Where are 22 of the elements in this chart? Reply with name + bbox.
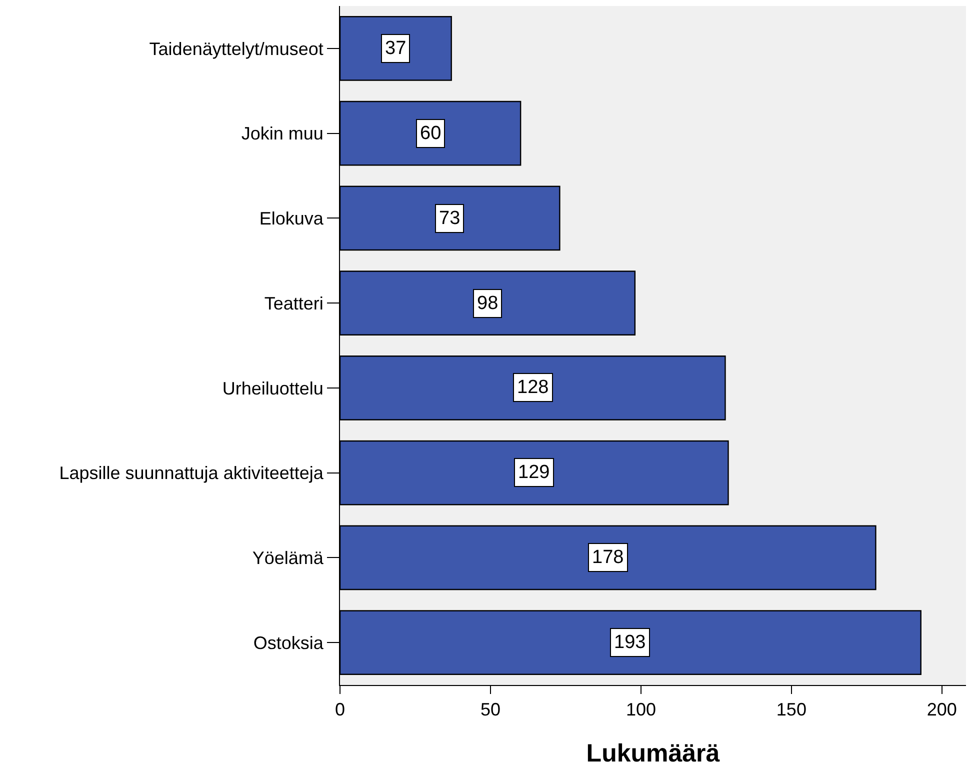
y-tick-label: Lapsille suunnattuja aktiviteetteja [59, 463, 324, 484]
x-tick-label: 100 [626, 700, 656, 720]
data-label: 37 [385, 38, 406, 59]
y-tick-label: Ostoksia [253, 632, 324, 653]
data-label: 128 [517, 377, 549, 398]
y-tick-label: Teatteri [264, 293, 324, 314]
y-tick-label: Yöelämä [252, 548, 324, 568]
y-tick-label: Urheiluottelu [222, 378, 324, 398]
data-label: 73 [439, 208, 460, 229]
x-tick-label: 50 [480, 700, 500, 720]
y-tick-label: Taidenäyttelyt/museot [149, 38, 324, 59]
y-tick-label: Elokuva [259, 208, 324, 228]
data-label: 60 [420, 123, 442, 144]
data-label: 98 [477, 293, 498, 314]
data-label: 129 [518, 462, 550, 483]
x-tick-label: 150 [776, 700, 806, 720]
data-label: 193 [614, 632, 646, 653]
x-tick-label: 200 [926, 700, 957, 720]
x-tick-label: 0 [334, 700, 346, 720]
y-tick-label: Jokin muu [241, 124, 324, 144]
data-label: 178 [592, 547, 624, 568]
x-axis-title: Lukumäärä [586, 740, 720, 768]
